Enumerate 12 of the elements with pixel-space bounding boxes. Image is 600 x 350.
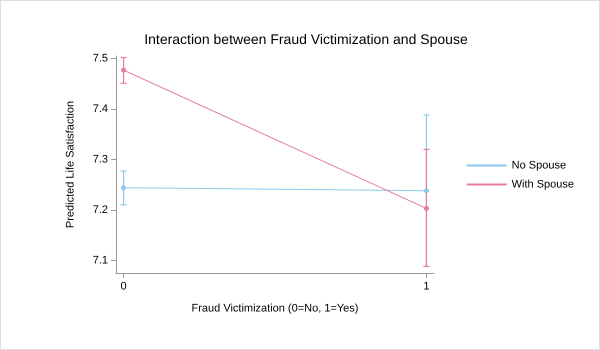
y-tick-label: 7.5 (92, 52, 108, 65)
legend-label: No Spouse (512, 160, 566, 172)
y-axis-title: Predicted Life Satisfaction (64, 100, 76, 228)
legend-label: With Spouse (512, 178, 574, 190)
chart-title: Interaction between Fraud Victimization and Spouse (144, 31, 468, 47)
y-tick-label: 7.2 (92, 204, 108, 216)
x-axis-title: Fraud Victimization (0=No, 1=Yes) (192, 302, 358, 314)
y-tick-label: 7.1 (92, 254, 108, 266)
y-tick-label: 7.3 (92, 153, 108, 166)
x-tick-label: 1 (423, 280, 430, 292)
y-tick-label: 7.4 (92, 102, 108, 115)
x-tick-label: 0 (120, 280, 127, 292)
